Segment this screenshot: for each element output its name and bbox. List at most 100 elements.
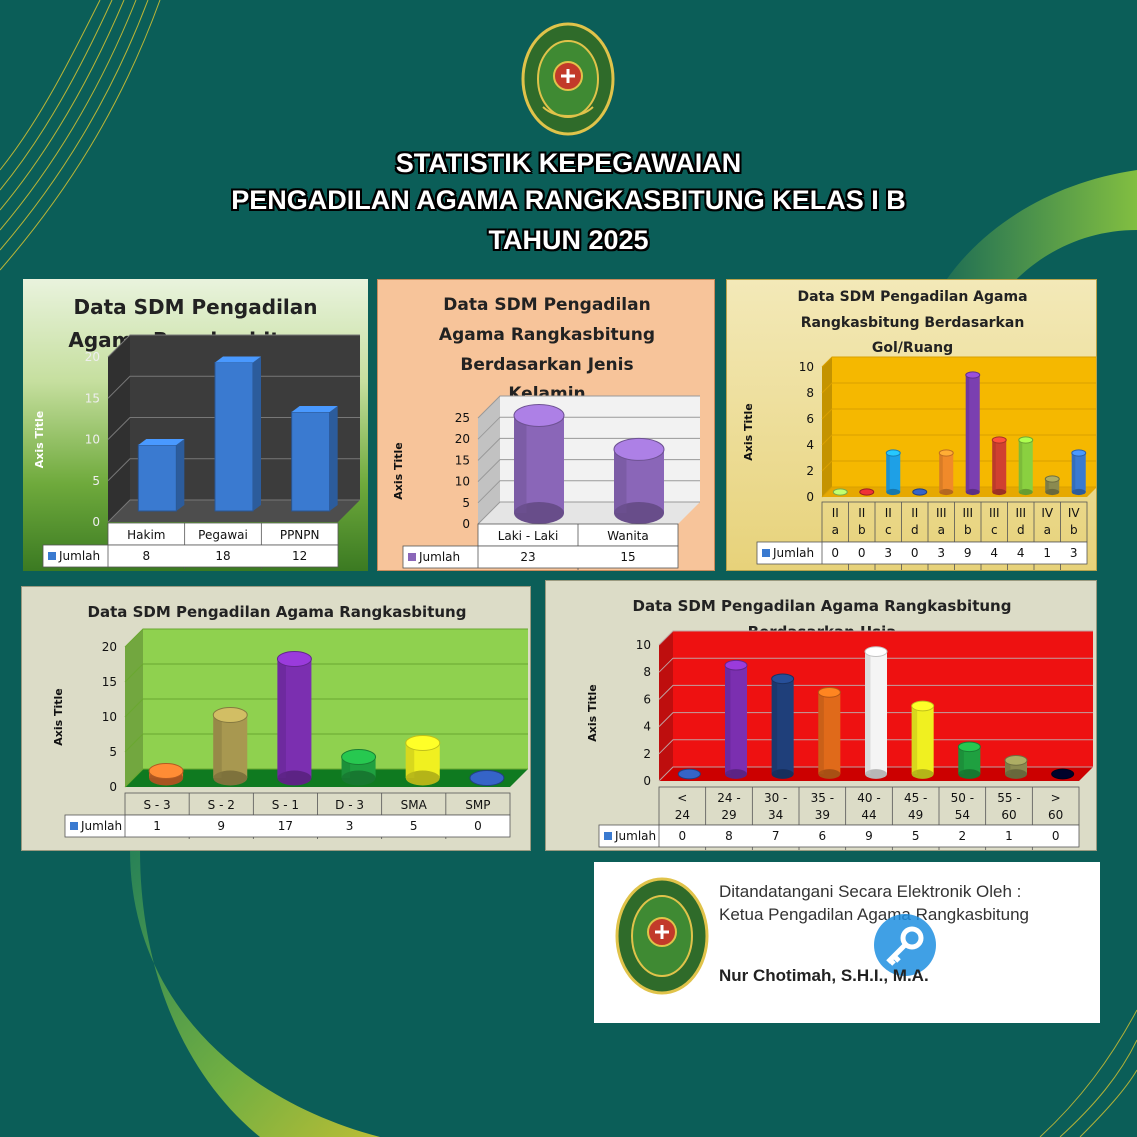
x-category-label: D - 3 [335,798,364,812]
chart-title-line: Berdasarkan Jenis [460,355,633,375]
chart-title-line: Data SDM Pengadilan Agama Rangkasbitung [88,603,467,621]
gridline [821,408,1096,420]
gridline [821,486,1096,498]
x-category-label: a [938,523,945,537]
bar-shade [1071,453,1076,492]
x-category-label: 29 [721,808,736,822]
bar-top [938,449,954,457]
chart-title-line: Data SDM Pengadilan [443,295,650,315]
bar-top [677,768,701,780]
bar-shade [213,715,222,778]
x-category-label: 24 [675,808,690,822]
bar [291,411,331,512]
gridline [107,375,360,399]
data-value-label: 0 [911,546,919,560]
y-tick-label: 6 [643,692,651,706]
data-value-label: 5 [912,829,920,843]
x-category-label: III [1015,506,1026,520]
x-category-label: II [911,506,918,520]
chart-side-wall [822,357,832,497]
y-tick-label: 15 [102,675,117,689]
chart-wall [832,357,1096,487]
bar-top [1051,768,1075,780]
bar-shade [992,440,996,492]
gridline [124,768,528,788]
bar-base [958,769,981,779]
y-tick-label: 10 [455,475,470,489]
bar [818,692,841,774]
bar-top [276,651,312,667]
data-value-label: 1 [1043,546,1051,560]
header-title-line-1: STATISTIK KEPEGAWAIAN [395,148,742,178]
chart-svg-2: Data SDM Pengadilan Agama Rangkasbitung B… [742,289,1096,570]
chart-title-line: Gol/Ruang [872,340,953,356]
bar-top [1018,436,1034,444]
data-value-label: 0 [474,819,482,833]
bar-top [138,439,185,445]
y-tick-label: 2 [643,747,651,761]
x-category-label: PPNPN [280,528,320,542]
y-tick-label: 0 [92,515,100,529]
x-category-label: d [911,523,919,537]
data-value-label: 0 [831,546,839,560]
x-category-label: Wanita [607,529,648,543]
legend-swatch [762,549,770,557]
x-category-label: > [1051,791,1061,805]
gridline [658,657,1093,673]
gridline [124,663,528,683]
x-category-label: II [858,506,865,520]
y-tick-label: 0 [462,517,470,531]
bar-top [817,687,841,698]
x-category-label: III [989,506,1000,520]
x-category-label: 50 - [951,791,974,805]
gridline [658,739,1093,755]
y-tick-label: 4 [806,438,814,452]
gridline [107,499,360,523]
bar-side [253,356,261,511]
x-category-label: Pegawai [198,528,248,542]
table-value-row [64,814,511,838]
chart-svg-4: Data SDM Pengadilan Agama RangkasbitungB… [586,597,1093,850]
bar [958,746,981,774]
x-category-label: II [832,506,839,520]
bar-top [215,356,261,363]
data-value-label: 4 [1017,546,1025,560]
bar-top [513,403,565,427]
signature-court-logo [615,877,709,995]
data-value-label: 2 [959,829,967,843]
bar-shade [405,743,415,778]
data-value-label: 7 [772,829,780,843]
data-value-label: 9 [217,819,225,833]
legend-swatch [604,832,612,840]
bar [771,678,794,774]
y-tick-label: 2 [806,464,814,478]
y-tick-label: 25 [455,411,470,425]
y-axis-title: Axis Title [742,403,755,461]
legend-series-name: Jumlah [418,550,460,564]
legend-swatch [70,822,78,830]
chart-floor [478,502,700,524]
y-tick-label: 10 [636,638,651,652]
gridline [477,395,700,419]
x-category-label: 49 [908,808,923,822]
bar-side [176,439,185,511]
bar-top [832,488,848,496]
y-axis-title: Axis Title [392,442,405,500]
signature-line-1: Ditandatangani Secara Elektronik Oleh : [719,882,1022,901]
data-value-label: 1 [153,819,161,833]
y-tick-label: 5 [109,745,117,759]
x-category-label: 60 [1001,808,1016,822]
bar-base [771,769,794,779]
x-category-label: IV [1041,506,1054,520]
table-value-row [598,824,1080,848]
y-tick-label: 10 [85,433,100,447]
bar-top [991,436,1007,444]
bar-shade [341,757,351,778]
chart-panel-age: Data SDM Pengadilan Agama RangkasbitungB… [545,580,1097,851]
y-axis-title: Axis Title [33,411,46,469]
y-tick-label: 8 [643,665,651,679]
bar-top [771,673,795,685]
signature-line-2: Ketua Pengadilan Agama Rangkasbitung [719,905,1030,924]
y-tick-label: 15 [85,391,100,405]
